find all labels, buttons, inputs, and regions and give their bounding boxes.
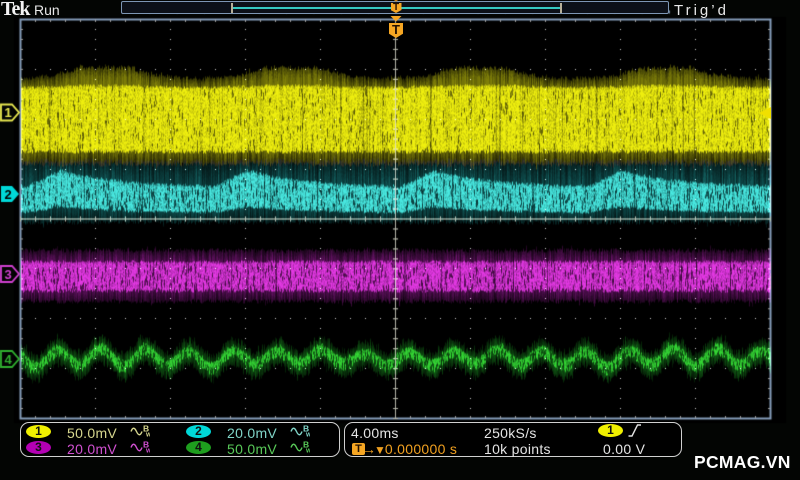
svg-text:w: w [145,432,150,439]
svg-text:w: w [305,432,310,439]
svg-text:B: B [143,424,149,434]
svg-text:w: w [145,448,150,455]
svg-text:w: w [305,448,310,455]
svg-text:B: B [303,424,309,434]
svg-text:B: B [303,440,309,450]
svg-text:B: B [143,440,149,450]
